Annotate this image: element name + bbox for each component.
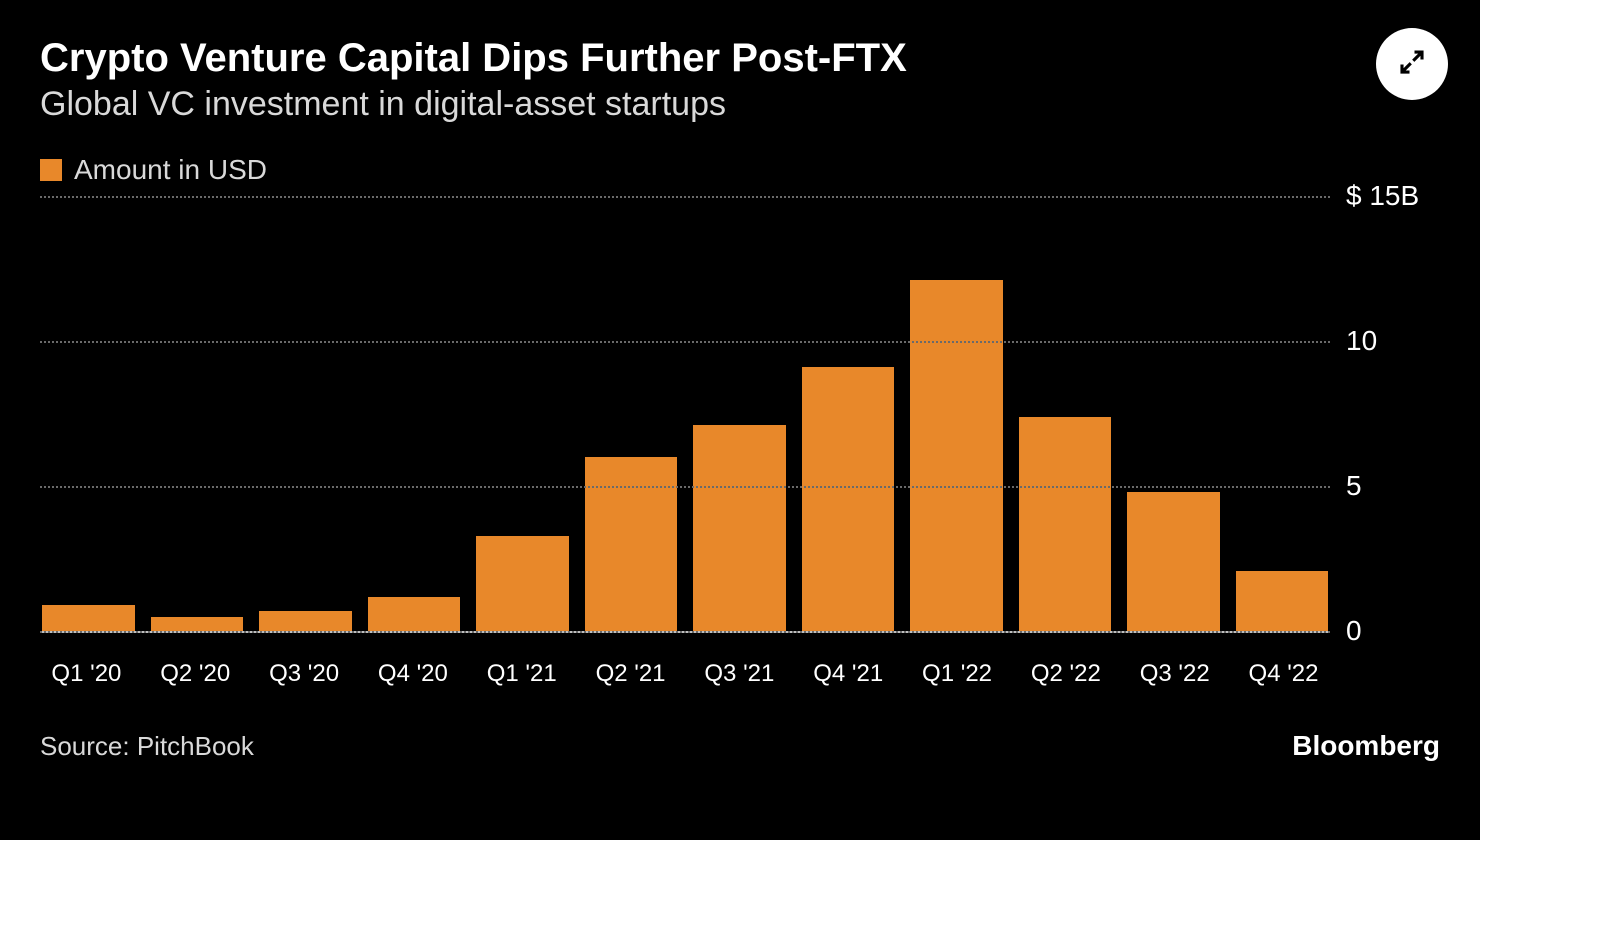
chart-footer: Source: PitchBook Bloomberg (40, 730, 1440, 762)
x-tick-label: Q3 '20 (258, 660, 351, 688)
plot (40, 196, 1330, 646)
x-tick-label: Q3 '22 (1128, 660, 1221, 688)
bar (476, 536, 569, 632)
source-label: Source: PitchBook (40, 731, 254, 762)
chart-card: Crypto Venture Capital Dips Further Post… (0, 0, 1480, 840)
grid-line (40, 631, 1330, 633)
y-tick-label: 5 (1346, 470, 1362, 502)
bar (585, 457, 678, 631)
bar (1236, 571, 1329, 632)
bar (693, 425, 786, 631)
x-tick-label: Q1 '21 (475, 660, 568, 688)
x-tick-label: Q2 '20 (149, 660, 242, 688)
x-tick-label: Q4 '22 (1237, 660, 1330, 688)
bars-container (40, 196, 1330, 631)
legend: Amount in USD (40, 154, 1440, 186)
bar (368, 597, 461, 632)
bar (802, 367, 895, 631)
grid-line (40, 486, 1330, 488)
y-tick-label: 0 (1346, 615, 1362, 647)
plot-area: 0510$ 15B (40, 196, 1440, 646)
legend-label: Amount in USD (74, 154, 267, 186)
grid-line (40, 196, 1330, 198)
x-tick-label: Q4 '21 (802, 660, 895, 688)
x-tick-label: Q1 '20 (40, 660, 133, 688)
x-tick-label: Q1 '22 (911, 660, 1004, 688)
bar (1127, 492, 1220, 631)
bar (259, 611, 352, 631)
x-tick-label: Q4 '20 (366, 660, 459, 688)
bar (910, 280, 1003, 631)
y-tick-label: 10 (1346, 325, 1377, 357)
y-axis: 0510$ 15B (1330, 196, 1440, 646)
bar (1019, 417, 1112, 632)
brand-label: Bloomberg (1292, 730, 1440, 762)
x-tick-label: Q3 '21 (693, 660, 786, 688)
expand-button[interactable] (1376, 28, 1448, 100)
chart-title: Crypto Venture Capital Dips Further Post… (40, 36, 1440, 81)
x-tick-label: Q2 '21 (584, 660, 677, 688)
expand-icon (1397, 47, 1427, 82)
bar (42, 605, 135, 631)
y-tick-label: $ 15B (1346, 180, 1419, 212)
grid-line (40, 341, 1330, 343)
bar (151, 617, 244, 632)
chart-subtitle: Global VC investment in digital-asset st… (40, 85, 1440, 124)
x-tick-label: Q2 '22 (1019, 660, 1112, 688)
x-axis-labels: Q1 '20 Q2 '20 Q3 '20 Q4 '20 Q1 '21 Q2 '21 Q3 '… (40, 660, 1440, 688)
legend-swatch (40, 159, 62, 181)
